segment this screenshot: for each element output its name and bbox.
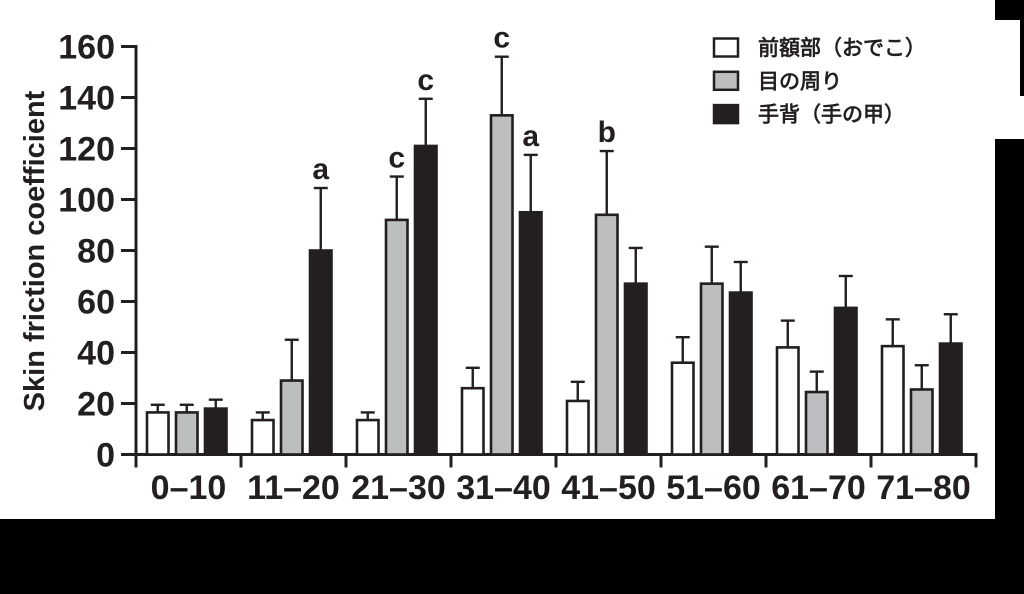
significance-letter: a bbox=[522, 120, 539, 153]
significance-letter: c bbox=[388, 142, 405, 175]
significance-letter: b bbox=[598, 116, 616, 149]
legend-swatch bbox=[712, 37, 740, 58]
scan-artifact-bottom-band bbox=[0, 519, 1024, 594]
scan-artifact-right-band bbox=[995, 139, 1024, 594]
bar bbox=[279, 379, 304, 456]
legend-swatch bbox=[712, 70, 740, 92]
significance-letter: c bbox=[493, 22, 510, 55]
bar bbox=[909, 388, 934, 456]
scan-artifact-top-right-block bbox=[995, 0, 1024, 20]
significance-letter: a bbox=[312, 153, 329, 186]
bar bbox=[699, 282, 724, 456]
bar bbox=[355, 418, 380, 456]
bar bbox=[250, 418, 275, 456]
x-category-label: 51–60 bbox=[666, 469, 761, 507]
y-tick-label: 140 bbox=[58, 80, 115, 118]
bar bbox=[308, 249, 333, 456]
y-tick-label: 60 bbox=[77, 284, 115, 322]
bar bbox=[728, 291, 753, 456]
y-tick-label: 160 bbox=[58, 29, 115, 67]
bar bbox=[775, 346, 800, 456]
y-tick-label: 0 bbox=[96, 437, 115, 475]
scan-artifact-right-edge-line bbox=[1020, 20, 1024, 96]
bar bbox=[594, 213, 619, 456]
x-category-label: 41–50 bbox=[561, 469, 656, 507]
x-category-label: 11–20 bbox=[247, 469, 340, 507]
bar bbox=[518, 210, 543, 456]
y-tick-label: 80 bbox=[77, 233, 115, 271]
bar bbox=[460, 386, 485, 456]
bar bbox=[145, 411, 170, 456]
legend-label: 目の周り bbox=[758, 70, 842, 93]
significance-letter: c bbox=[417, 64, 434, 97]
bar bbox=[623, 282, 648, 456]
bar bbox=[938, 342, 963, 456]
bar bbox=[880, 344, 905, 456]
y-tick-label: 100 bbox=[58, 182, 115, 220]
legend-swatch bbox=[712, 103, 740, 125]
bar bbox=[203, 407, 228, 456]
x-category-label: 31–40 bbox=[456, 469, 551, 507]
y-axis-title: Skin friction coefficient bbox=[19, 90, 51, 411]
legend-label: 手背（手の甲） bbox=[758, 103, 905, 127]
y-tick-label: 40 bbox=[77, 335, 115, 373]
y-tick-label: 20 bbox=[77, 386, 115, 424]
x-category-label: 71–80 bbox=[876, 469, 971, 507]
bar bbox=[384, 218, 409, 456]
bar bbox=[565, 399, 590, 456]
bar bbox=[489, 114, 514, 456]
x-category-label: 61–70 bbox=[771, 469, 866, 507]
bar bbox=[804, 390, 829, 456]
bar bbox=[833, 306, 858, 456]
bar bbox=[174, 411, 199, 456]
x-category-label: 21–30 bbox=[351, 469, 446, 507]
bar bbox=[670, 361, 695, 456]
bar bbox=[413, 144, 438, 456]
legend-label: 前額部（おでこ） bbox=[758, 36, 926, 60]
y-tick-label: 120 bbox=[58, 131, 115, 169]
x-category-label: 0–10 bbox=[151, 469, 227, 507]
